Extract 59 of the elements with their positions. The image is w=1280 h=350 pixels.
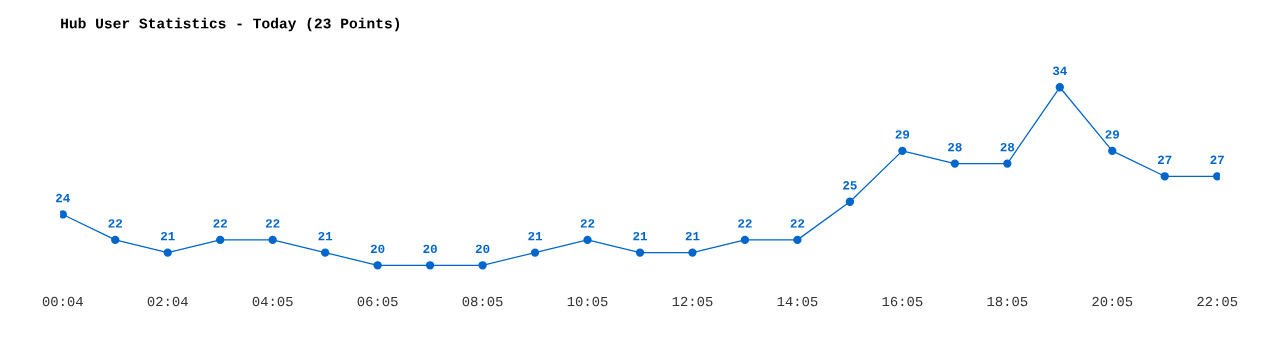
point xyxy=(320,248,330,257)
x-tick-label: 22:05 xyxy=(1197,296,1238,307)
point xyxy=(688,248,697,257)
point xyxy=(1213,172,1220,181)
point xyxy=(898,146,907,156)
data-label: 21 xyxy=(528,231,543,241)
x-tick-label: 10:05 xyxy=(567,296,608,307)
point xyxy=(60,210,67,219)
point xyxy=(216,235,225,245)
point xyxy=(530,248,540,257)
point xyxy=(163,248,172,257)
data-label: 29 xyxy=(1105,130,1120,139)
data-label: 22 xyxy=(790,219,805,228)
x-tick-label: 16:05 xyxy=(882,296,923,307)
data-label: 27 xyxy=(1210,155,1224,164)
point xyxy=(1160,172,1169,181)
point xyxy=(845,197,855,206)
point xyxy=(373,261,382,270)
data-label: 21 xyxy=(318,231,333,241)
x-tick-label: 00:04 xyxy=(42,296,83,307)
chart-title: Hub User Statistics - Today (23 Points) xyxy=(61,17,400,32)
x-tick-label: 02:04 xyxy=(147,296,188,307)
data-label: 29 xyxy=(895,130,910,139)
point xyxy=(425,261,435,270)
x-tick-label: 14:05 xyxy=(777,296,818,307)
point xyxy=(635,248,645,257)
point xyxy=(583,235,592,245)
data-label: 22 xyxy=(213,219,227,228)
data-label: 22 xyxy=(108,219,123,228)
data-label: 25 xyxy=(843,181,857,190)
data-label: 28 xyxy=(948,142,962,152)
data-label: 22 xyxy=(265,219,280,228)
point xyxy=(793,235,802,245)
x-tick-label: 12:05 xyxy=(672,296,713,307)
point xyxy=(1003,159,1012,168)
data-label: 28 xyxy=(1000,142,1015,152)
x-tick-label: 04:05 xyxy=(252,296,293,307)
x-tick-label: 06:05 xyxy=(357,296,398,307)
x-tick-label: 18:05 xyxy=(987,296,1028,307)
data-label: 34 xyxy=(1052,66,1067,76)
data-label: 24 xyxy=(56,193,70,203)
data-label: 20 xyxy=(475,244,490,254)
data-label: 22 xyxy=(580,219,595,228)
data-label: 21 xyxy=(633,231,647,241)
data-label: 20 xyxy=(370,244,385,254)
point xyxy=(1108,146,1117,156)
data-label: 21 xyxy=(160,231,175,241)
point xyxy=(740,235,750,245)
data-label: 21 xyxy=(685,231,700,241)
x-tick-label: 08:05 xyxy=(462,296,503,307)
data-label: 20 xyxy=(423,244,437,254)
point xyxy=(111,235,120,245)
point xyxy=(478,261,487,270)
point xyxy=(1055,83,1064,92)
data-label: 22 xyxy=(738,219,752,228)
x-tick-label: 20:05 xyxy=(1092,296,1133,307)
data-label: 27 xyxy=(1157,155,1172,164)
point xyxy=(950,159,960,168)
point xyxy=(268,235,277,245)
